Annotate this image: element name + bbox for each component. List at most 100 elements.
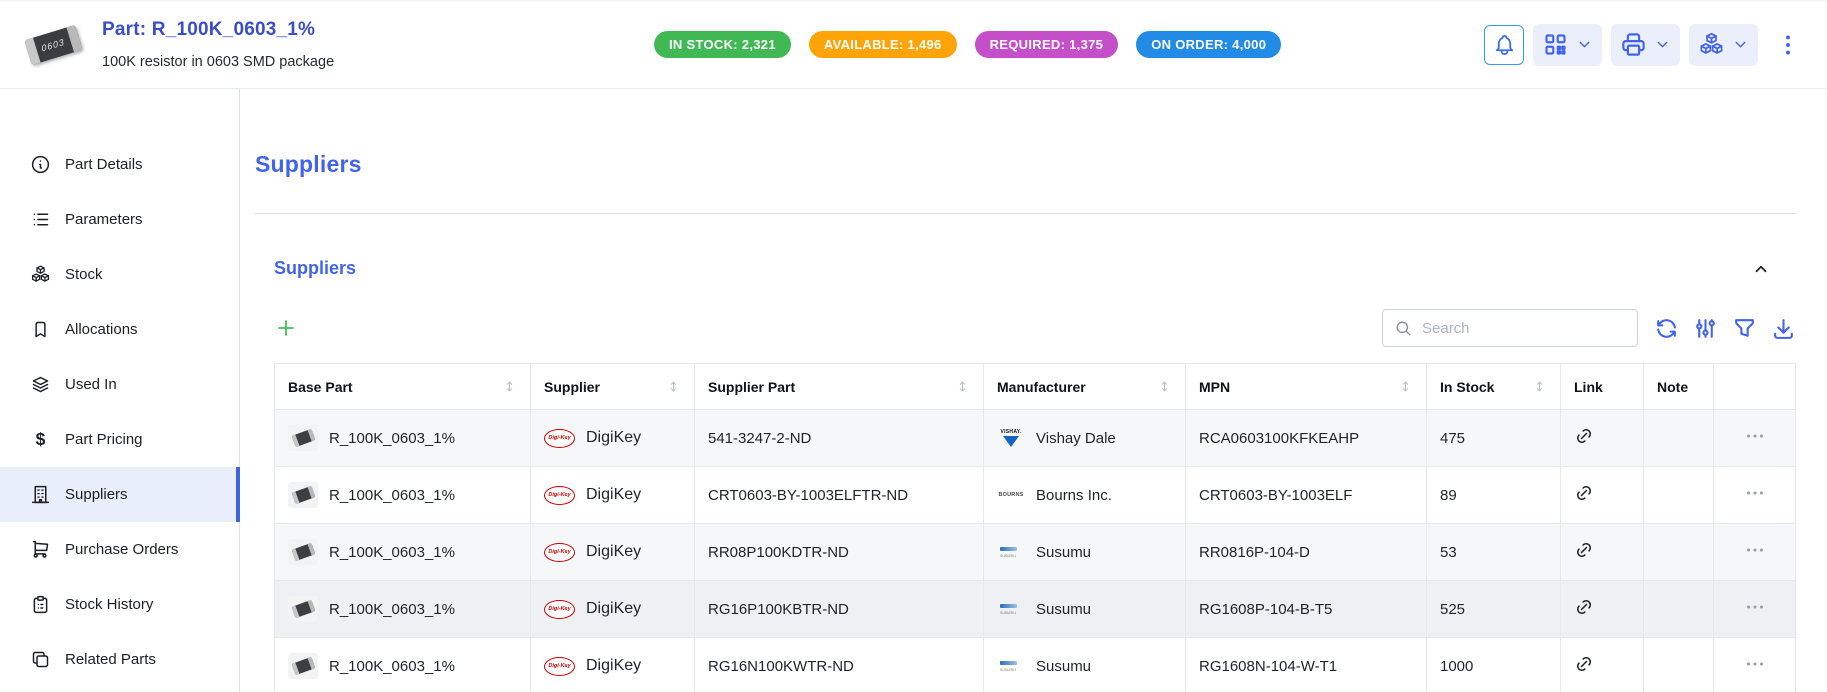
- suppliers-panel: Suppliers: [255, 258, 1796, 692]
- main-content: Suppliers Suppliers: [240, 89, 1827, 692]
- table-row[interactable]: R_100K_0603_1% Digi-Key DigiKey 541-3247…: [274, 409, 1796, 467]
- panel-collapse-button[interactable]: [1752, 260, 1770, 278]
- sidebar-item-related-parts[interactable]: Related Parts: [0, 632, 239, 687]
- base-part-name: R_100K_0603_1%: [329, 429, 455, 447]
- part-thumbnail[interactable]: 0603: [24, 20, 84, 70]
- digikey-logo: Digi-Key: [544, 656, 575, 676]
- sidebar-item-stock-history[interactable]: Stock History: [0, 577, 239, 632]
- barcode-actions-button[interactable]: [1533, 23, 1602, 66]
- filter-button[interactable]: [1732, 316, 1757, 341]
- row-actions-button[interactable]: [1744, 425, 1766, 447]
- sidebar-item-allocations[interactable]: Allocations: [0, 302, 239, 357]
- dots-icon: [1744, 653, 1766, 675]
- row-actions-button[interactable]: [1744, 653, 1766, 675]
- supplier-part-sku: CRT0603-BY-1003ELFTR-ND: [708, 486, 909, 504]
- add-supplier-part-button[interactable]: [274, 316, 298, 340]
- search-input[interactable]: [1422, 319, 1626, 337]
- dollar-icon: [30, 429, 51, 450]
- in-stock-value: 475: [1440, 429, 1466, 447]
- table-row[interactable]: R_100K_0603_1% Digi-Key DigiKey RR08P100…: [274, 523, 1796, 581]
- sort-icon[interactable]: [666, 379, 681, 394]
- in-stock-value: 1000: [1440, 657, 1474, 675]
- row-actions-button[interactable]: [1744, 596, 1766, 618]
- chevron-down-icon: [1654, 36, 1671, 53]
- dots-vertical-icon: [1775, 32, 1801, 58]
- refresh-button[interactable]: [1654, 316, 1679, 341]
- copy-icon: [30, 649, 51, 670]
- sort-icon[interactable]: [955, 379, 970, 394]
- sort-icon[interactable]: [1398, 379, 1413, 394]
- resistor-image: 0603: [24, 24, 83, 65]
- mpn-value: RCA0603100KFKEAHP: [1199, 429, 1360, 447]
- table-header-row: Base Part Supplier Supplier Part: [274, 363, 1796, 410]
- filter-icon: [1732, 316, 1757, 341]
- sidebar-item-parameters[interactable]: Parameters: [0, 192, 239, 247]
- susumu-logo: susumu: [997, 546, 1025, 558]
- sidebar-item-label: Suppliers: [65, 486, 128, 503]
- sidebar-item-used-in[interactable]: Used In: [0, 357, 239, 412]
- external-link-button[interactable]: [1574, 426, 1594, 446]
- in-stock-value: 525: [1440, 600, 1466, 618]
- table-toolbar: [274, 309, 1796, 347]
- sidebar-item-part-details[interactable]: Part Details: [0, 137, 239, 192]
- digikey-logo: Digi-Key: [544, 542, 575, 562]
- base-part-name: R_100K_0603_1%: [329, 657, 455, 675]
- manufacturer-name: Susumu: [1036, 657, 1092, 675]
- external-link-button[interactable]: [1574, 654, 1594, 674]
- column-header-in-stock[interactable]: In Stock: [1426, 363, 1561, 410]
- sidebar-item-purchase-orders[interactable]: Purchase Orders: [0, 522, 239, 577]
- status-badge: AVAILABLE: 1,496: [808, 31, 957, 58]
- subscribe-button[interactable]: [1484, 24, 1524, 65]
- part-navigation-sidebar: Part Details Parameters Stock Allocation…: [0, 89, 240, 692]
- stock-actions-button[interactable]: [1689, 23, 1758, 66]
- row-actions-button[interactable]: [1744, 482, 1766, 504]
- susumu-logo: susumu: [997, 603, 1025, 615]
- search-box: [1382, 309, 1638, 347]
- digikey-logo: Digi-Key: [544, 599, 575, 619]
- table-body: R_100K_0603_1% Digi-Key DigiKey 541-3247…: [274, 409, 1796, 692]
- part-thumbnail: [288, 425, 318, 451]
- vishay-logo: VISHAY.: [997, 429, 1025, 447]
- packages-icon: [30, 264, 51, 285]
- table-row[interactable]: R_100K_0603_1% Digi-Key DigiKey RG16P100…: [274, 580, 1796, 638]
- base-part-name: R_100K_0603_1%: [329, 486, 455, 504]
- page-part-title: Part: R_100K_0603_1%: [102, 19, 316, 40]
- external-link-button[interactable]: [1574, 483, 1594, 503]
- sort-icon[interactable]: [502, 379, 517, 394]
- sort-icon[interactable]: [1532, 379, 1547, 394]
- table-columns-button[interactable]: [1693, 316, 1718, 341]
- column-header-supplier[interactable]: Supplier: [530, 363, 695, 410]
- column-header-mpn[interactable]: MPN: [1185, 363, 1427, 410]
- in-stock-value: 53: [1440, 543, 1457, 561]
- table-row[interactable]: R_100K_0603_1% Digi-Key DigiKey CRT0603-…: [274, 466, 1796, 524]
- table-row[interactable]: R_100K_0603_1% Digi-Key DigiKey RG16N100…: [274, 637, 1796, 692]
- column-header-base-part[interactable]: Base Part: [274, 363, 531, 410]
- external-link-button[interactable]: [1574, 597, 1594, 617]
- cart-icon: [30, 539, 51, 560]
- header-actions: [1484, 23, 1805, 66]
- column-header-supplier-part[interactable]: Supplier Part: [694, 363, 984, 410]
- sidebar-item-part-pricing[interactable]: Part Pricing: [0, 412, 239, 467]
- manufacturer-name: Vishay Dale: [1036, 429, 1116, 447]
- download-button[interactable]: [1771, 316, 1796, 341]
- sidebar-item-label: Related Parts: [65, 651, 156, 668]
- row-actions-button[interactable]: [1744, 539, 1766, 561]
- dots-icon: [1744, 539, 1766, 561]
- download-icon: [1771, 316, 1796, 341]
- info-circle-icon: [30, 154, 51, 175]
- column-header-manufacturer[interactable]: Manufacturer: [983, 363, 1186, 410]
- dots-icon: [1744, 425, 1766, 447]
- print-actions-button[interactable]: [1611, 23, 1680, 66]
- sidebar-item-label: Stock History: [65, 596, 154, 613]
- sidebar-item-suppliers[interactable]: Suppliers: [0, 467, 240, 522]
- sidebar-item-label: Purchase Orders: [65, 541, 179, 558]
- more-actions-button[interactable]: [1771, 32, 1805, 58]
- column-header-link: Link: [1560, 363, 1644, 410]
- status-badge: REQUIRED: 1,375: [974, 31, 1119, 58]
- mpn-value: RR0816P-104-D: [1199, 543, 1310, 561]
- supplier-part-sku: 541-3247-2-ND: [708, 429, 812, 447]
- external-link-button[interactable]: [1574, 540, 1594, 560]
- sort-icon[interactable]: [1157, 379, 1172, 394]
- status-badge: IN STOCK: 2,321: [654, 31, 791, 58]
- sidebar-item-stock[interactable]: Stock: [0, 247, 239, 302]
